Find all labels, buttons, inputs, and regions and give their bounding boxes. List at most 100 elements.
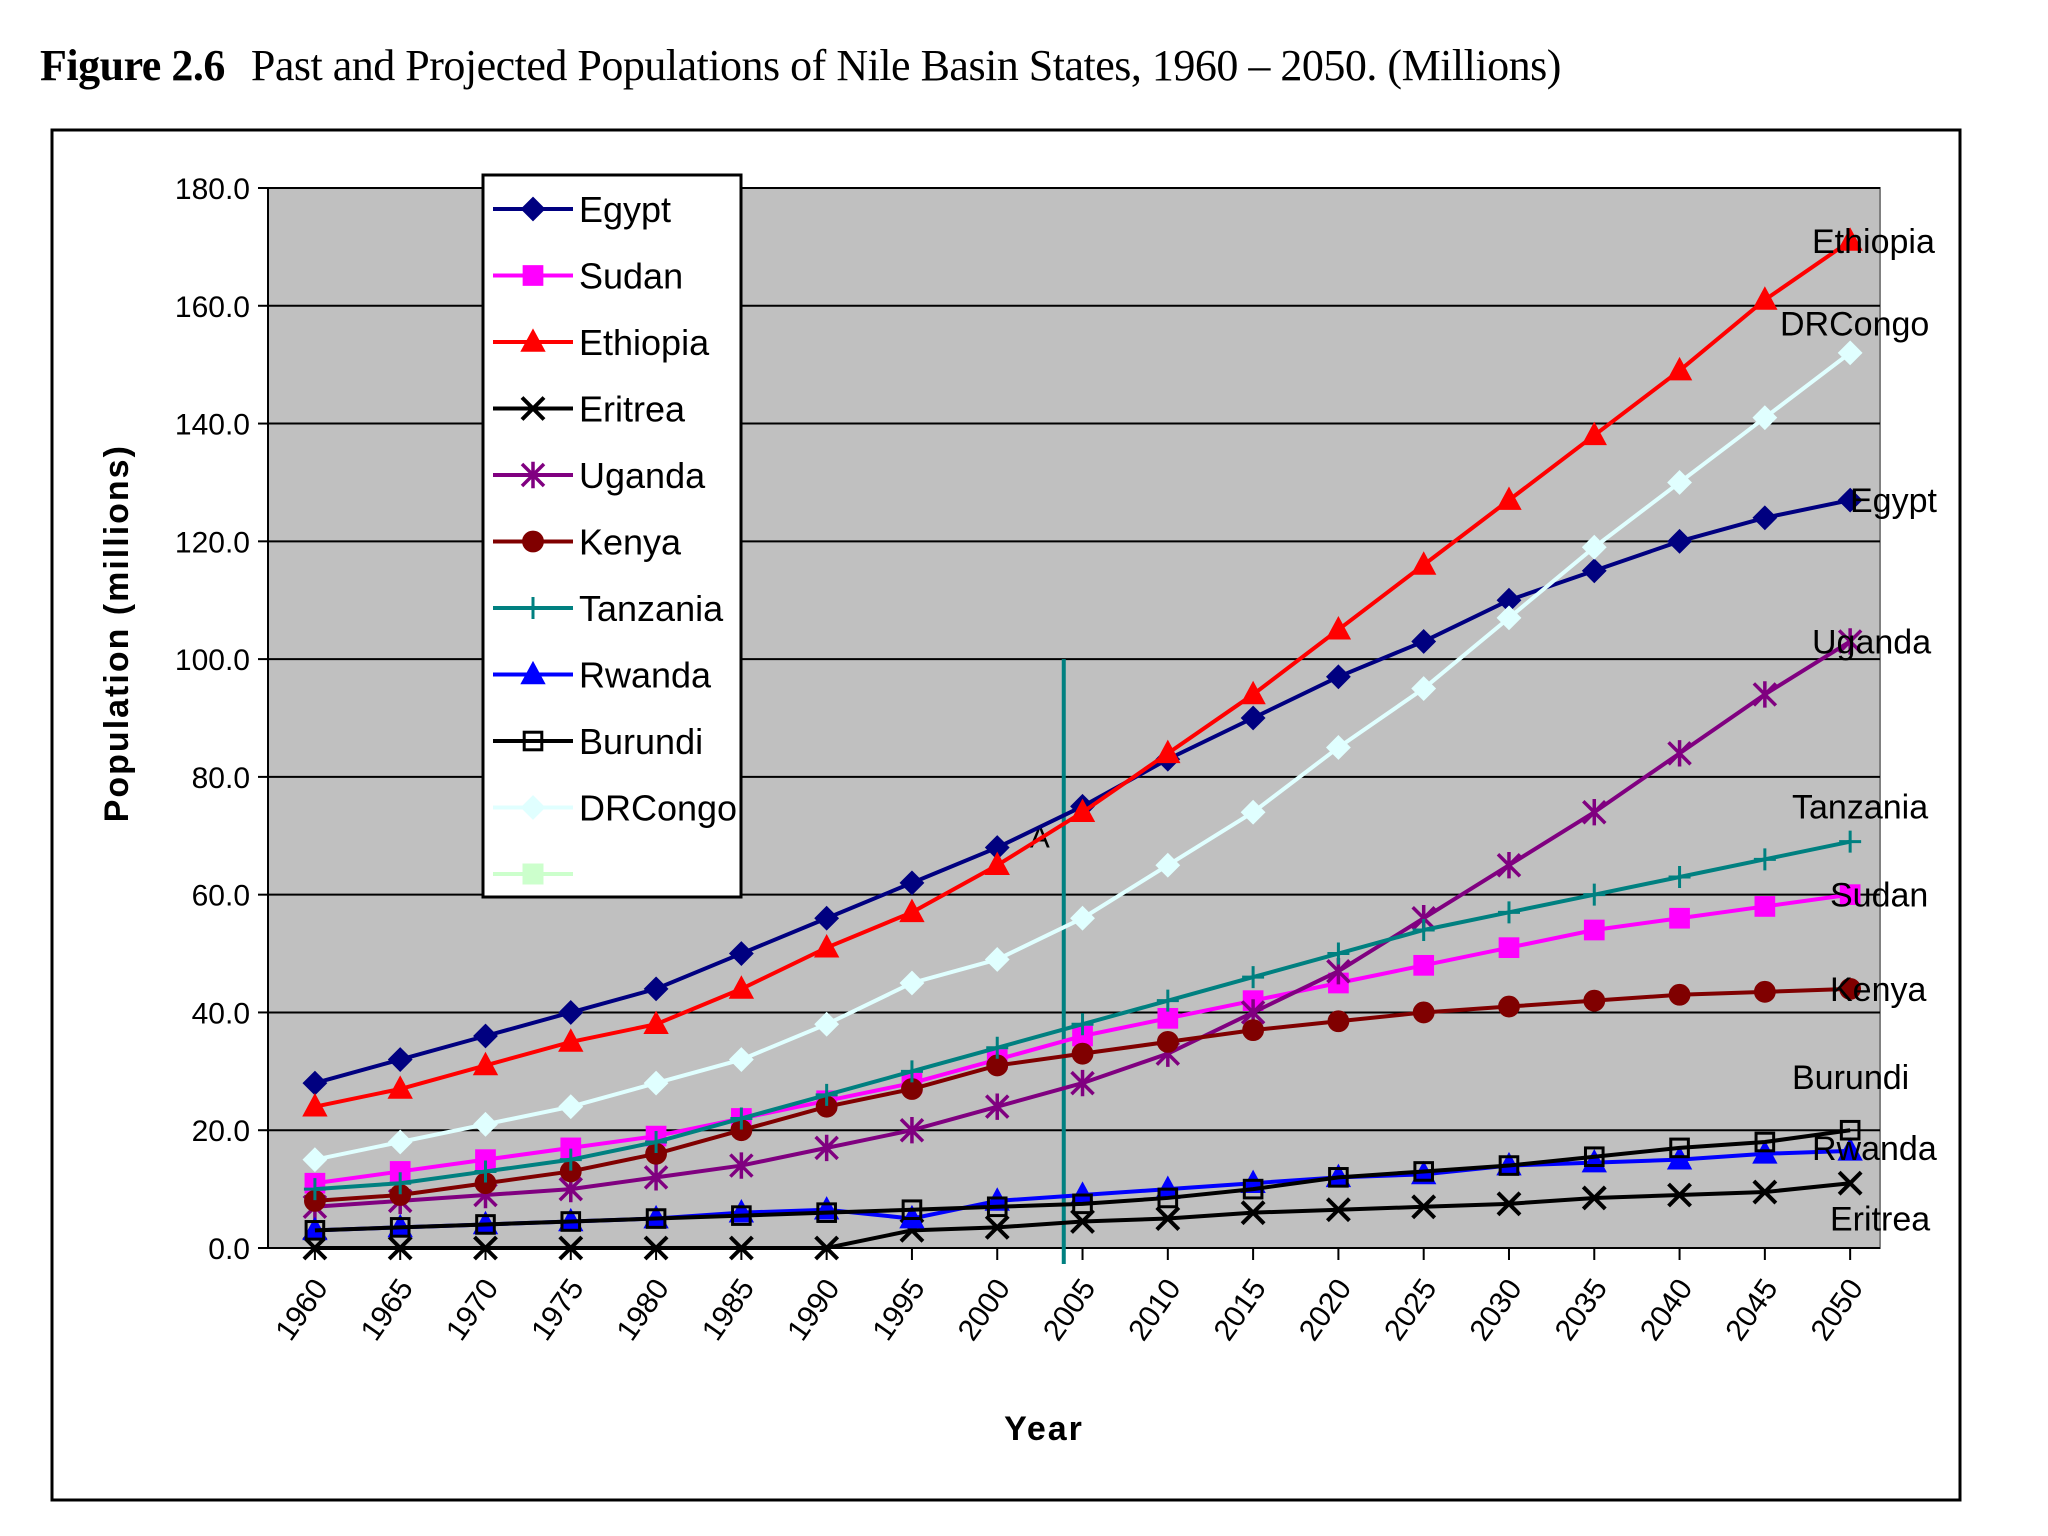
data-point-ethiopia bbox=[1496, 486, 1522, 510]
data-point-burundi bbox=[816, 1202, 837, 1223]
data-point-tanzania bbox=[1839, 830, 1862, 853]
data-point-drcongo bbox=[1325, 735, 1351, 760]
series-ethiopia bbox=[302, 227, 1863, 1117]
data-point-drcongo bbox=[1496, 605, 1522, 631]
legend-label: Sudan bbox=[579, 256, 683, 297]
data-point-rwanda bbox=[1752, 1140, 1778, 1164]
y-tick-label: 120.0 bbox=[175, 526, 250, 559]
data-point-kenya bbox=[1412, 1001, 1435, 1024]
data-point-burundi bbox=[731, 1205, 752, 1226]
figure-number: Figure 2.6 bbox=[40, 41, 225, 90]
data-point-drcongo bbox=[1581, 534, 1607, 560]
data-point-drcongo bbox=[387, 1129, 413, 1155]
end-label-sudan: Sudan bbox=[1830, 877, 1928, 915]
figure-caption: Figure 2.6 Past and Projected Populations… bbox=[40, 40, 1561, 91]
legend-item: Eritrea bbox=[493, 389, 686, 430]
data-point-drcongo bbox=[1837, 340, 1863, 366]
legend-item: Tanzania bbox=[493, 588, 724, 629]
data-point-ethiopia bbox=[302, 1093, 328, 1117]
legend-label: Egypt bbox=[579, 189, 671, 230]
data-point-drcongo bbox=[1240, 799, 1266, 825]
end-label-rwanda: Rwanda bbox=[1812, 1130, 1937, 1168]
data-point-tanzania bbox=[1583, 883, 1606, 906]
data-point-drcongo bbox=[899, 970, 925, 996]
data-point-tanzania bbox=[1497, 901, 1520, 924]
data-point-rwanda bbox=[1666, 1146, 1693, 1170]
legend-item: Egypt bbox=[493, 189, 671, 230]
data-point-tanzania bbox=[1668, 866, 1691, 888]
legend-marker bbox=[520, 196, 546, 222]
data-point-eritrea bbox=[1155, 1206, 1181, 1231]
data-point-ethiopia bbox=[643, 1010, 669, 1035]
data-point-burundi bbox=[901, 1199, 923, 1221]
data-point-burundi bbox=[1498, 1155, 1520, 1176]
series-eritrea bbox=[302, 1170, 1863, 1261]
series-line-burundi bbox=[314, 1128, 1851, 1233]
data-point-tanzania bbox=[559, 1148, 582, 1171]
series-kenya bbox=[304, 977, 1862, 1212]
data-point-uganda bbox=[814, 1134, 839, 1162]
data-point-ethiopia bbox=[984, 851, 1010, 876]
data-point-tanzania bbox=[900, 1060, 923, 1083]
data-point-egypt bbox=[1325, 664, 1351, 690]
data-point-drcongo bbox=[1752, 405, 1778, 431]
data-point-rwanda bbox=[1837, 1137, 1863, 1161]
data-point-kenya bbox=[1668, 983, 1691, 1006]
x-axis-title: Year bbox=[1004, 1410, 1084, 1448]
end-label-kenya: Kenya bbox=[1830, 971, 1926, 1009]
data-point-eritrea bbox=[1581, 1185, 1607, 1211]
data-point-ethiopia bbox=[1837, 227, 1863, 251]
data-point-eritrea bbox=[1752, 1179, 1778, 1205]
data-point-eritrea bbox=[1667, 1182, 1692, 1208]
data-point-drcongo bbox=[1070, 905, 1095, 931]
data-point-ethiopia bbox=[558, 1028, 584, 1052]
legend-label: DRCongo bbox=[579, 788, 737, 829]
legend: Egypt Sudan Ethiopia Eritrea Uganda Kenya Tanz… bbox=[481, 173, 743, 899]
data-point-tanzania bbox=[1242, 966, 1265, 989]
data-point-eritrea bbox=[1240, 1200, 1266, 1226]
end-label-drcongo: DRCongo bbox=[1780, 305, 1929, 343]
data-point-tanzania bbox=[986, 1036, 1009, 1059]
legend-marker bbox=[522, 863, 544, 885]
data-point-burundi bbox=[560, 1211, 582, 1232]
data-point-burundi bbox=[1413, 1161, 1434, 1182]
data-point-sudan bbox=[1583, 919, 1605, 941]
end-label-uganda: Uganda bbox=[1812, 623, 1931, 661]
data-point-burundi bbox=[1072, 1193, 1093, 1215]
y-tick-label: 20.0 bbox=[192, 1115, 250, 1148]
data-point-ethiopia bbox=[813, 934, 840, 958]
legend-marker bbox=[520, 396, 546, 421]
data-point-egypt bbox=[1752, 505, 1778, 531]
data-point-drcongo bbox=[643, 1070, 669, 1096]
data-point-sudan bbox=[1839, 884, 1861, 906]
legend-marker bbox=[520, 660, 546, 685]
data-point-burundi bbox=[1583, 1146, 1605, 1168]
data-point-eritrea bbox=[387, 1235, 413, 1261]
data-point-ethiopia bbox=[899, 898, 925, 923]
series-drcongo bbox=[302, 340, 1863, 1173]
data-point-kenya bbox=[1071, 1042, 1094, 1065]
data-point-drcongo bbox=[558, 1094, 584, 1120]
data-point-eritrea bbox=[558, 1235, 584, 1261]
data-point-sudan bbox=[1498, 937, 1520, 959]
data-point-egypt bbox=[1240, 705, 1266, 731]
data-point-burundi bbox=[304, 1220, 326, 1241]
data-point-egypt bbox=[814, 905, 840, 931]
data-point-uganda bbox=[1667, 740, 1692, 767]
series-burundi bbox=[304, 1119, 1861, 1241]
end-label-burundi: Burundi bbox=[1792, 1059, 1909, 1097]
legend-label: Rwanda bbox=[579, 655, 712, 696]
data-point-kenya bbox=[1753, 980, 1776, 1003]
end-label-egypt: Egypt bbox=[1850, 482, 1937, 520]
data-point-uganda bbox=[985, 1093, 1010, 1120]
data-point-egypt bbox=[1411, 629, 1437, 654]
y-tick-label: 140.0 bbox=[175, 409, 250, 442]
data-point-burundi bbox=[1839, 1119, 1861, 1141]
data-point-egypt bbox=[1667, 528, 1692, 554]
legend-marker bbox=[522, 265, 544, 286]
data-point-tanzania bbox=[474, 1160, 497, 1183]
y-tick-label: 180.0 bbox=[175, 173, 250, 206]
data-point-drcongo bbox=[984, 947, 1010, 972]
y-tick-label: 40.0 bbox=[192, 997, 250, 1030]
data-point-egypt bbox=[899, 870, 925, 896]
